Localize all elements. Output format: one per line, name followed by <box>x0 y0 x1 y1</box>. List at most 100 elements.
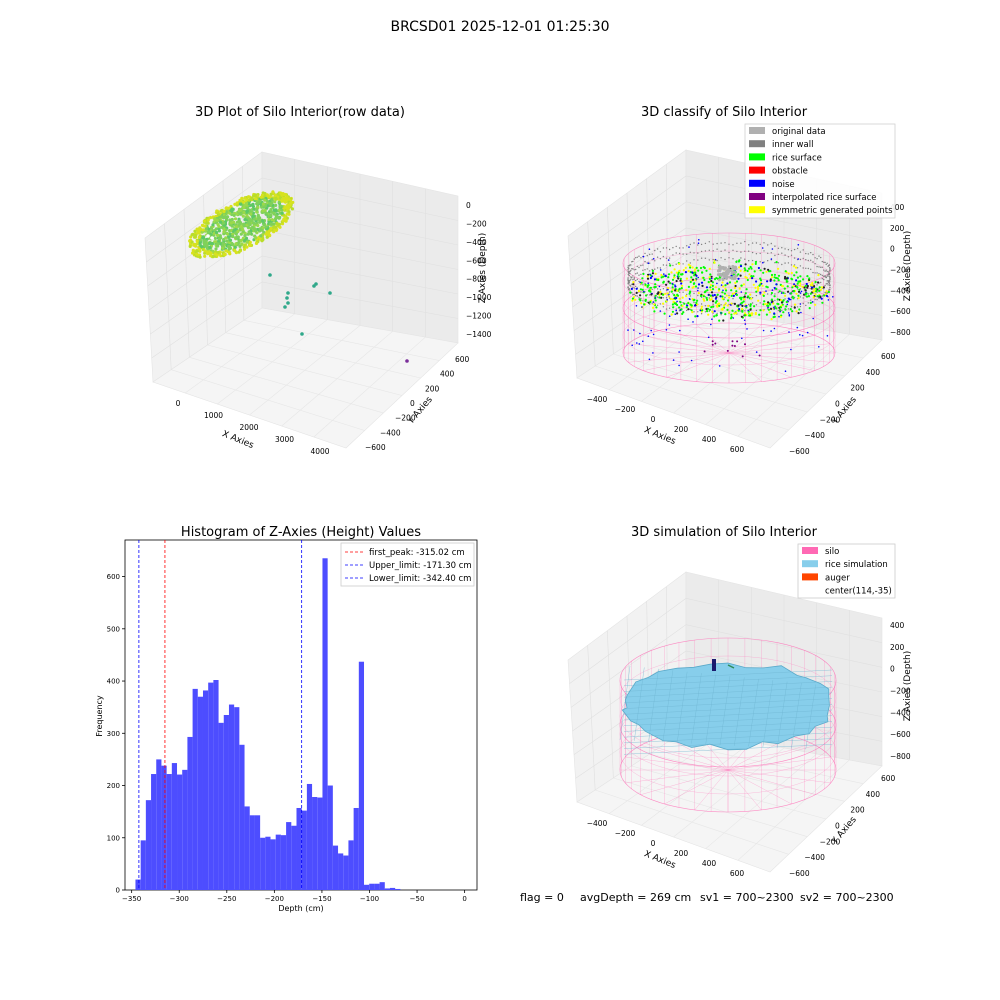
raw-data-point <box>239 238 243 243</box>
panel-simulation-3d-xtick: 0 <box>651 839 656 848</box>
panel-simulation-3d-ztick: 200 <box>890 643 905 652</box>
inner-wall-point <box>755 304 758 306</box>
classified-point <box>799 282 802 285</box>
inner-wall-point <box>763 242 765 244</box>
raw-data-point <box>197 235 201 239</box>
raw-data-point <box>198 241 202 245</box>
inner-wall-point <box>774 262 776 264</box>
raw-data-point <box>244 201 249 206</box>
raw-data-point <box>274 214 278 218</box>
silo-floor-spoke <box>664 769 729 805</box>
classified-point <box>705 269 708 272</box>
classified-point <box>728 311 731 314</box>
inner-wall-point <box>678 252 681 255</box>
inner-wall-point <box>632 279 634 281</box>
legend-swatch <box>749 127 765 134</box>
raw-data-point <box>285 198 289 202</box>
classified-point <box>792 265 796 268</box>
raw-data-point <box>249 212 253 216</box>
interpolated-point <box>714 342 717 345</box>
legend-label: symmetric generated points <box>772 206 893 216</box>
inner-wall-point <box>628 283 630 285</box>
noise-point <box>679 329 681 332</box>
classified-point <box>676 312 679 315</box>
inner-wall-point <box>665 308 668 310</box>
raw-data-point <box>216 233 220 238</box>
raw-data-point <box>199 244 203 248</box>
classified-point <box>767 305 770 308</box>
interpolated-point <box>711 343 714 346</box>
histogram-bar <box>379 882 385 890</box>
classified-point <box>707 304 710 307</box>
classified-point <box>692 285 695 288</box>
inner-wall-point <box>810 259 812 261</box>
noise-point <box>674 313 677 316</box>
raw-data-point <box>236 229 240 234</box>
classified-point <box>740 302 743 305</box>
raw-data-point <box>224 249 228 253</box>
raw-data-point <box>255 201 259 206</box>
legend-label: first_peak: -315.02 cm <box>369 548 465 558</box>
original-data-point <box>734 267 738 271</box>
classified-point <box>655 278 658 281</box>
inner-wall-point <box>759 302 761 304</box>
inner-wall-point <box>654 260 656 262</box>
classified-point <box>780 299 783 302</box>
histogram-bar <box>338 853 344 890</box>
histogram-bar <box>166 774 172 890</box>
inner-wall-point <box>828 289 830 291</box>
classified-point <box>735 260 738 263</box>
classified-point <box>772 302 775 305</box>
classified-point <box>687 302 690 305</box>
noise-point <box>812 317 814 320</box>
inner-wall-point <box>631 268 633 270</box>
noise-point <box>762 261 764 264</box>
histogram-bar <box>260 837 266 890</box>
inner-wall-point <box>805 259 807 261</box>
inner-wall-point <box>728 251 730 254</box>
inner-wall-point <box>829 275 831 278</box>
inner-wall-point <box>649 270 651 272</box>
classified-point <box>743 298 746 301</box>
inner-wall-point <box>628 288 630 291</box>
classified-point <box>763 267 766 270</box>
inner-wall-point <box>636 265 638 268</box>
classified-point <box>690 309 693 312</box>
classified-point <box>744 269 747 272</box>
surface-mesh-line <box>805 684 816 750</box>
classified-point <box>635 291 638 294</box>
classified-point <box>697 269 700 272</box>
inner-wall-point <box>751 251 754 254</box>
inner-wall-point <box>632 293 634 296</box>
classified-point <box>650 293 653 296</box>
raw-data-point <box>235 220 240 224</box>
inner-wall-point <box>787 256 790 258</box>
inner-wall-point <box>732 302 734 305</box>
classified-point <box>727 299 730 302</box>
silo-floor-spoke <box>728 352 762 382</box>
noise-point <box>697 287 699 289</box>
classified-point <box>712 305 715 308</box>
surface-mesh-line <box>623 686 833 698</box>
inner-wall-point <box>755 294 758 297</box>
inner-wall-point <box>821 274 823 277</box>
classified-point <box>706 289 709 292</box>
noise-point <box>732 317 735 319</box>
classified-point <box>637 289 641 293</box>
legend-swatch <box>749 166 765 174</box>
inner-wall-point <box>826 270 828 273</box>
raw-data-point <box>207 241 212 246</box>
classified-point <box>653 303 656 306</box>
classified-point <box>749 265 752 269</box>
raw-data-point <box>274 196 278 200</box>
inner-wall-point <box>720 304 722 306</box>
inner-wall-point <box>781 247 783 249</box>
inner-wall-point <box>682 247 684 249</box>
classified-point <box>749 303 752 306</box>
histogram-bar <box>197 696 203 890</box>
inner-wall-point <box>825 263 827 266</box>
inner-wall-point <box>636 272 638 274</box>
auger-marker <box>727 664 735 669</box>
classified-point <box>639 294 642 297</box>
inner-wall-point <box>712 250 714 252</box>
